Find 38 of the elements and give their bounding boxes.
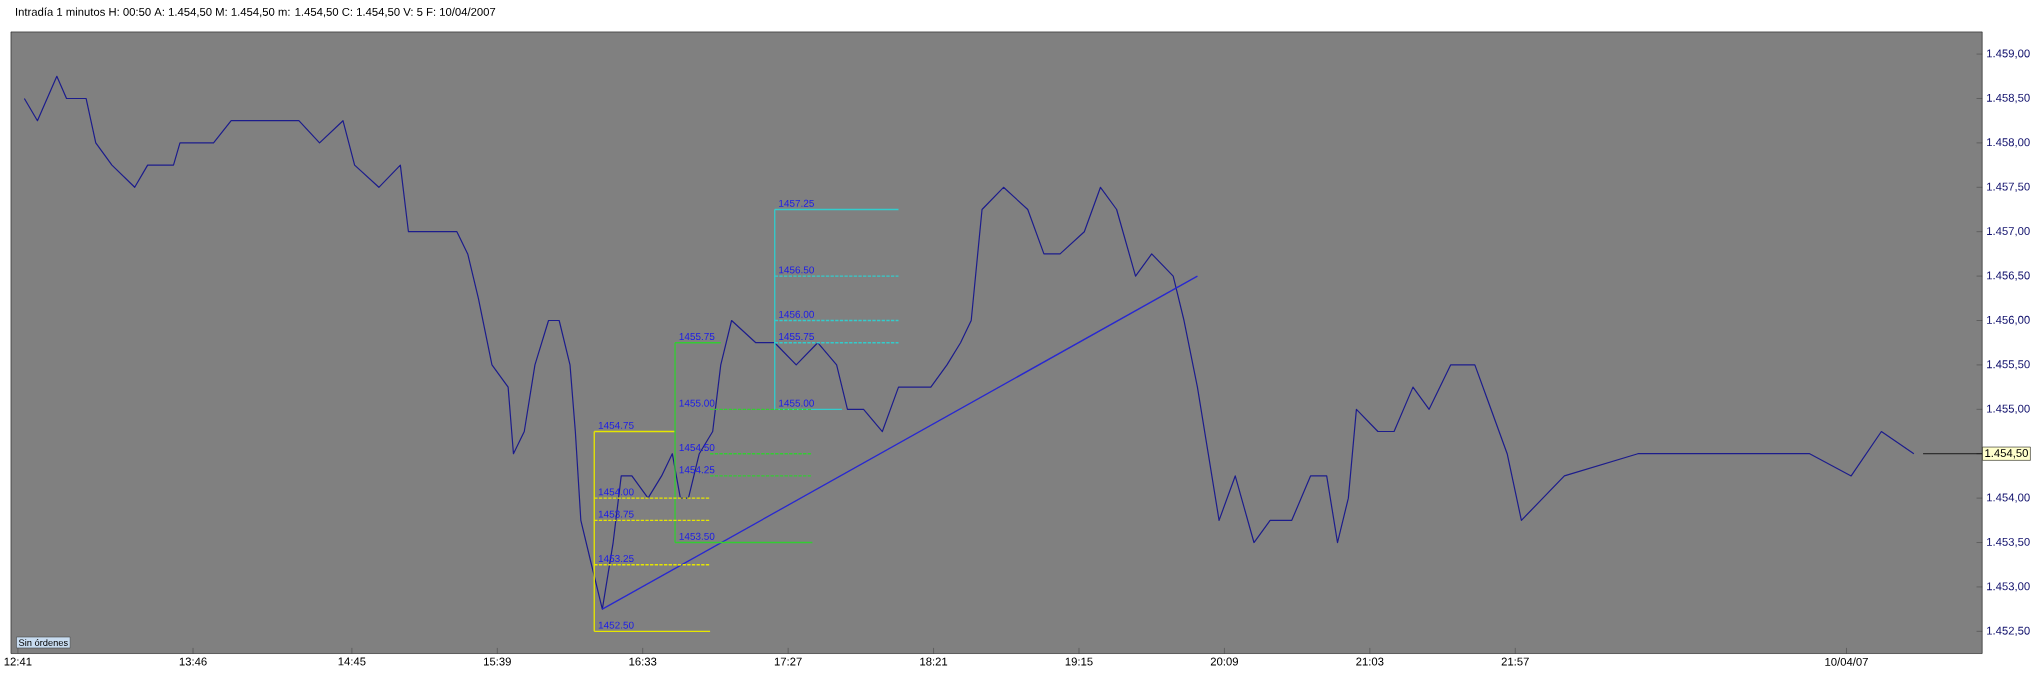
x-tick-label: 18:21 — [920, 657, 948, 666]
y-tick-label: 1.459,00 — [1987, 49, 2030, 59]
y-tick-label: 1.458,00 — [1987, 138, 2030, 148]
annotation: 1456.50 — [779, 266, 814, 274]
y-tick-label: 1.457,50 — [1987, 182, 2030, 192]
annotation: 1455.00 — [779, 399, 814, 407]
x-tick-label: 13:46 — [179, 657, 207, 666]
x-tick-label: 19:15 — [1065, 657, 1093, 666]
y-tick-label: 1.458,50 — [1987, 93, 2030, 103]
annotation: 1452.50 — [598, 621, 634, 629]
annotation: 1455.75 — [779, 332, 814, 340]
x-tick-label: 12:41 — [4, 657, 32, 666]
y-tick-label: 1.453,50 — [1987, 537, 2030, 547]
y-tick-label: 1.455,50 — [1987, 360, 2030, 370]
annotation: 1453.50 — [679, 532, 715, 540]
y-tick-label: 1.455,00 — [1987, 404, 2030, 414]
x-tick-label: 14:45 — [338, 657, 366, 666]
x-tick-label: 21:57 — [1501, 657, 1529, 666]
y-tick-label: 1.452,50 — [1987, 626, 2030, 636]
annotation: 1456.00 — [779, 310, 814, 318]
x-tick-label: 10/04/07 — [1825, 657, 1868, 666]
y-tick-label: 1.457,00 — [1987, 226, 2030, 237]
annotation: 1455.75 — [679, 332, 715, 340]
x-tick-label: 21:03 — [1356, 657, 1384, 666]
y-tick-label: 1.456,50 — [1987, 271, 2030, 281]
x-tick-label: 17:27 — [774, 657, 802, 666]
y-tick-label: 1.454,00 — [1987, 493, 2030, 503]
x-tick-label: 20:09 — [1210, 657, 1238, 666]
y-tick-label: 1.456,00 — [1987, 315, 2030, 325]
annotation: Sin órdenes — [18, 638, 68, 646]
x-tick-label: 16:33 — [629, 657, 657, 666]
chart-title: Intradía 1 minutos H: 00:50 A: 1.454,50 M: 1.454,50 m: 1.454,50 C: 1.454,50 V: 5 F: 10/04/2007 — [16, 7, 496, 18]
ref-line-label: 1.454,50 — [1985, 448, 2028, 459]
y-tick-label: 1.453,00 — [1987, 582, 2030, 592]
x-tick-label: 15:39 — [484, 657, 511, 666]
annotation: 1455.00 — [679, 399, 715, 407]
annotation: 1454.75 — [598, 421, 634, 429]
annotation: 1457.25 — [779, 199, 814, 207]
